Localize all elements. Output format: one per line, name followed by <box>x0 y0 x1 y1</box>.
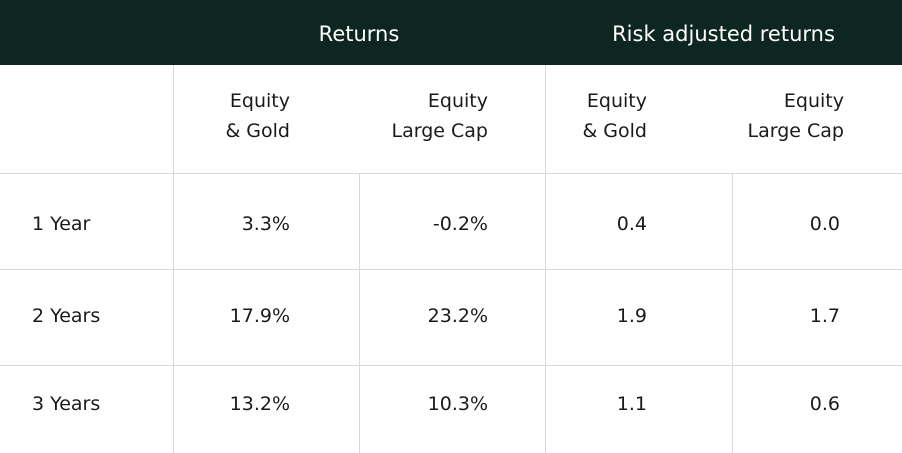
grid-line <box>173 65 174 453</box>
column-header-line: Equity <box>586 90 647 112</box>
column-header: Equity & Gold <box>557 86 647 146</box>
column-header: Equity Large Cap <box>358 86 488 146</box>
grid-line <box>359 173 360 453</box>
grid-line <box>0 173 902 174</box>
column-header-line: Equity <box>229 90 290 112</box>
table-cell: 3.3% <box>241 213 290 235</box>
table-cell: 1.1 <box>616 393 647 415</box>
group-title-returns: Returns <box>318 22 400 46</box>
column-header-line: & Gold <box>225 120 290 142</box>
grid-line <box>545 65 546 453</box>
table-cell: 23.2% <box>427 305 488 327</box>
table-cell: -0.2% <box>432 213 488 235</box>
column-header-line: Equity <box>427 90 488 112</box>
grid-line <box>732 173 733 453</box>
table-header-band <box>0 0 902 65</box>
column-header-line: Equity <box>783 90 844 112</box>
grid-line <box>0 269 902 270</box>
row-label-1-year: 1 Year <box>32 213 91 235</box>
column-header-line: Large Cap <box>747 120 844 142</box>
table-cell: 1.9 <box>616 305 647 327</box>
grid-line <box>0 365 902 366</box>
table-cell: 1.7 <box>809 305 840 327</box>
column-header: Equity & Gold <box>200 86 290 146</box>
table-cell: 0.0 <box>809 213 840 235</box>
table-cell: 10.3% <box>427 393 488 415</box>
table-cell: 0.6 <box>809 393 840 415</box>
column-header-line: Large Cap <box>391 120 488 142</box>
column-header-line: & Gold <box>582 120 647 142</box>
group-title-risk-adjusted-returns: Risk adjusted returns <box>612 22 835 46</box>
table-cell: 0.4 <box>616 213 647 235</box>
table-cell: 17.9% <box>229 305 290 327</box>
row-label-3-years: 3 Years <box>32 393 101 415</box>
table-cell: 13.2% <box>229 393 290 415</box>
row-label-2-years: 2 Years <box>32 305 101 327</box>
column-header: Equity Large Cap <box>714 86 844 146</box>
